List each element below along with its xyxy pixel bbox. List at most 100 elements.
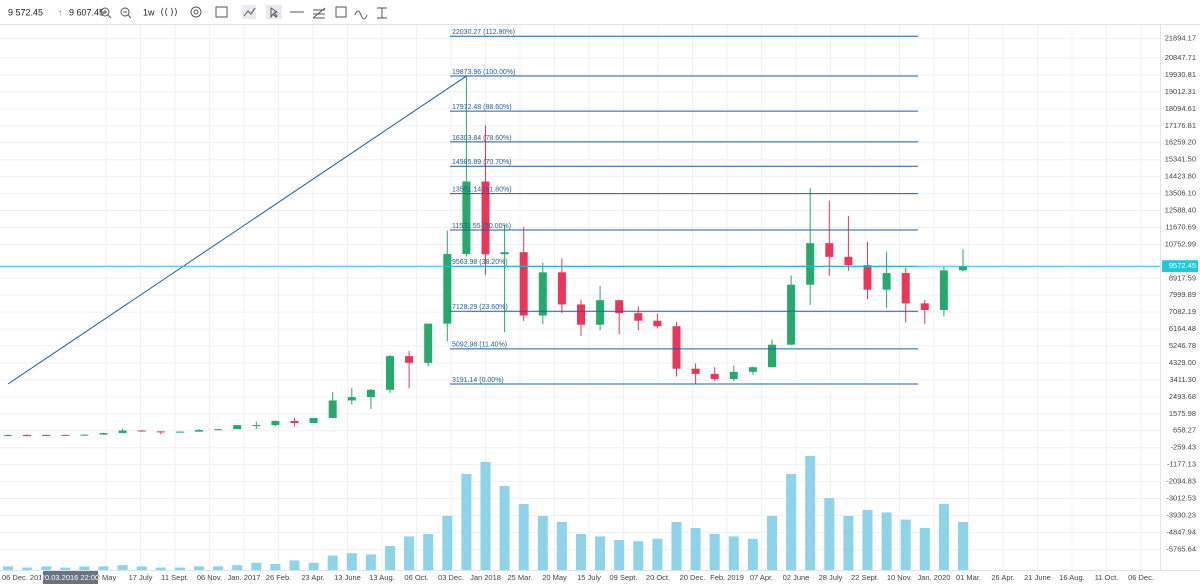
x-tick-label: 22 Sept. bbox=[851, 573, 879, 582]
y-tick-label: 16259.20 bbox=[1165, 138, 1196, 147]
settings[interactable] bbox=[190, 6, 202, 18]
x-tick-label: 20 May bbox=[542, 573, 567, 582]
volume-bar bbox=[958, 522, 968, 570]
candle-body bbox=[195, 429, 203, 432]
candle-body bbox=[519, 252, 528, 316]
candle-body bbox=[290, 420, 299, 423]
x-tick-label: 26 Feb. bbox=[266, 573, 291, 582]
y-tick-label: 10752.99 bbox=[1165, 239, 1196, 248]
volume-bar bbox=[289, 560, 300, 570]
chart-type[interactable] bbox=[242, 5, 256, 19]
x-tick-label: 03 Dec. bbox=[438, 573, 464, 582]
x-tick-label: 15 July bbox=[577, 573, 601, 582]
indicators[interactable] bbox=[161, 7, 177, 17]
y-tick-label: -259.43 bbox=[1171, 443, 1196, 452]
rect-tool[interactable] bbox=[335, 6, 347, 18]
volume-bar bbox=[251, 562, 262, 570]
fib-label: 5092.98 (11.40%) bbox=[452, 342, 507, 349]
high-price: 9 607.45 bbox=[69, 7, 104, 17]
y-tick-label: 17176.81 bbox=[1165, 121, 1196, 130]
volume-bar bbox=[461, 474, 472, 570]
y-tick-label: 8917.59 bbox=[1169, 273, 1196, 282]
candle-body bbox=[634, 313, 643, 321]
y-tick-label: -2094.83 bbox=[1166, 477, 1196, 486]
candle-body bbox=[729, 371, 738, 380]
volume-bar bbox=[671, 522, 682, 570]
volume-bar bbox=[537, 516, 548, 570]
y-tick-label: 21894.17 bbox=[1165, 34, 1196, 43]
volume-bar bbox=[442, 516, 453, 570]
volume-bar bbox=[365, 554, 376, 570]
volume-bar bbox=[709, 534, 720, 570]
calendar[interactable] bbox=[215, 6, 228, 18]
fib-label: 3191.14 (0.00%) bbox=[452, 377, 504, 384]
x-tick-label: 23 Apr. bbox=[301, 573, 324, 582]
y-tick-label: 19930.81 bbox=[1165, 70, 1196, 79]
zoom-out[interactable] bbox=[120, 7, 132, 19]
fib-label: 11532.55 (50.00%) bbox=[452, 223, 511, 230]
x-tick-label: 10 Nov. bbox=[887, 573, 912, 582]
candle-body bbox=[538, 272, 547, 316]
last-price-box bbox=[1162, 260, 1198, 273]
candle-body bbox=[405, 356, 414, 363]
candle-body bbox=[443, 254, 452, 324]
fib-label: 19873.96 (100.00%) bbox=[452, 69, 515, 76]
candle-body bbox=[347, 397, 356, 401]
x-tick-label: 20 Dec. bbox=[680, 573, 706, 582]
volume-bar bbox=[327, 555, 338, 570]
candle-body bbox=[577, 304, 585, 325]
x-tick-label: 26 Apr. bbox=[991, 573, 1014, 582]
candle-body bbox=[42, 434, 51, 437]
candle-body bbox=[309, 417, 318, 423]
candle-body bbox=[386, 356, 394, 390]
candle-body bbox=[61, 434, 70, 436]
volume-bar bbox=[614, 540, 625, 570]
volume-bar bbox=[595, 536, 606, 570]
volume-bar bbox=[232, 565, 243, 570]
crosshair-label: 20.03.2016 22:00 bbox=[41, 573, 99, 582]
candle-body bbox=[672, 326, 681, 369]
x-tick-label: 11 Sept. bbox=[161, 573, 188, 582]
fib-tool[interactable] bbox=[312, 7, 326, 19]
x-tick-label: 06 Dec. bbox=[1128, 573, 1154, 582]
candle-body bbox=[653, 320, 662, 327]
y-tick-label: -5765.64 bbox=[1166, 544, 1196, 553]
volume-bar bbox=[499, 486, 510, 570]
text-tool[interactable] bbox=[377, 7, 387, 19]
y-tick-label: 12588.40 bbox=[1165, 206, 1196, 215]
y-tick-label: 658.27 bbox=[1173, 426, 1196, 435]
candle-body bbox=[4, 434, 12, 436]
x-tick-label: 13 June bbox=[334, 573, 361, 582]
zoom-in[interactable] bbox=[100, 7, 112, 19]
y-tick-label: 14423.80 bbox=[1165, 172, 1196, 181]
candle-body bbox=[768, 344, 776, 368]
volume-bar bbox=[117, 565, 128, 570]
candle-body bbox=[137, 430, 146, 432]
candle-body bbox=[328, 400, 337, 418]
volume-bar bbox=[652, 538, 663, 570]
path-tool[interactable] bbox=[354, 10, 368, 20]
toolbar bbox=[0, 0, 1200, 24]
y-tick-label: 4329.00 bbox=[1169, 358, 1196, 367]
x-tick-label: 07 Apr. bbox=[750, 573, 773, 582]
volume-bar bbox=[518, 504, 529, 570]
interval[interactable]: 1w bbox=[143, 7, 155, 17]
x-tick-label: 06 Nov. bbox=[197, 573, 222, 582]
candle-body bbox=[118, 430, 127, 434]
candle-body bbox=[787, 284, 796, 345]
volume-bar bbox=[824, 498, 835, 570]
candle-body bbox=[80, 434, 89, 436]
volume-bar bbox=[881, 512, 892, 570]
candle-body bbox=[156, 431, 165, 433]
fib-label: 7128.29 (23.60%) bbox=[452, 304, 508, 311]
candle-body bbox=[959, 266, 967, 271]
x-tick-label: 17 July bbox=[129, 573, 153, 582]
candle-body bbox=[557, 272, 566, 305]
fib-label: 9563.98 (38.20%) bbox=[452, 259, 508, 266]
y-tick-label: -3930.23 bbox=[1166, 510, 1196, 519]
volume-bar bbox=[938, 504, 949, 570]
cursor-tool[interactable] bbox=[266, 5, 282, 19]
volume-bar bbox=[270, 564, 281, 570]
volume-bar bbox=[556, 522, 567, 570]
